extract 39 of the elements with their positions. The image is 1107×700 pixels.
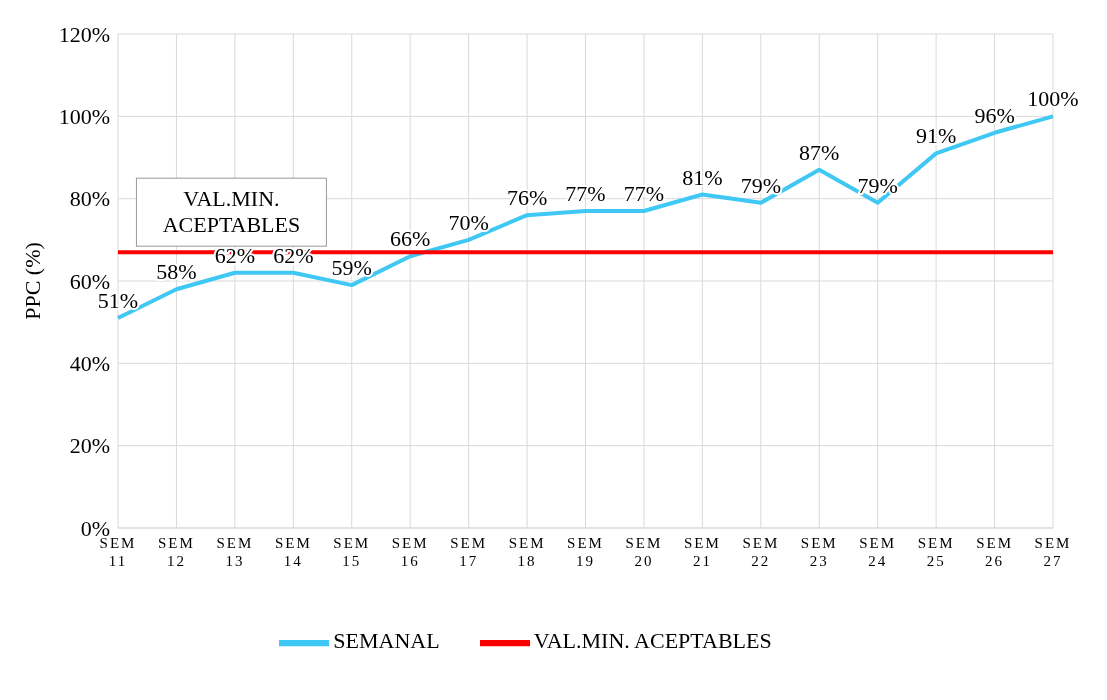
- x-tick-label: SEM 15: [333, 535, 371, 569]
- data-label: 66%: [390, 226, 431, 252]
- x-tick-label: SEM 26: [976, 535, 1013, 569]
- data-label: 100%: [1027, 86, 1079, 112]
- x-tick-label: SEM 12: [158, 535, 195, 569]
- y-tick-label: 40%: [69, 351, 110, 377]
- data-label: 76%: [506, 185, 548, 211]
- data-label: 77%: [565, 181, 606, 207]
- data-label: 79%: [740, 172, 781, 198]
- data-label: 96%: [974, 102, 1015, 128]
- data-label: 70%: [448, 209, 489, 235]
- x-tick-label: SEM 21: [683, 535, 721, 569]
- data-label: 59%: [331, 255, 372, 281]
- x-tick-label: SEM 13: [216, 535, 254, 569]
- x-tick-label: SEM 20: [625, 535, 663, 569]
- data-label: 58%: [156, 259, 197, 285]
- x-tick-label: SEM 27: [1034, 535, 1072, 569]
- annotation: VAL.MIN. ACEPTABLES: [162, 186, 301, 238]
- data-label: 87%: [799, 139, 840, 165]
- x-tick-label: SEM 17: [450, 535, 488, 569]
- x-tick-label: SEM 22: [742, 535, 780, 569]
- y-tick-label: 20%: [69, 433, 110, 459]
- data-label: 79%: [857, 172, 898, 198]
- data-label: 81%: [682, 164, 723, 190]
- x-tick-label: SEM 14: [274, 535, 312, 569]
- x-tick-label: SEM 25: [917, 535, 955, 569]
- y-tick-label: 120%: [58, 21, 110, 47]
- data-label: 77%: [623, 181, 665, 207]
- x-tick-label: SEM 16: [391, 535, 429, 569]
- y-tick-label: 100%: [58, 104, 110, 130]
- data-label: 91%: [915, 123, 957, 149]
- y-tick-label: 80%: [69, 186, 110, 212]
- legend-label: SEMANAL: [333, 628, 440, 654]
- x-tick-label: SEM 24: [859, 535, 897, 569]
- x-tick-label: SEM 19: [567, 535, 604, 569]
- y-axis-title: PPC (%): [19, 242, 45, 320]
- x-tick-label: SEM 18: [508, 535, 546, 569]
- x-tick-label: SEM 23: [800, 535, 838, 569]
- legend-label: VAL.MIN. ACEPTABLES: [533, 628, 772, 654]
